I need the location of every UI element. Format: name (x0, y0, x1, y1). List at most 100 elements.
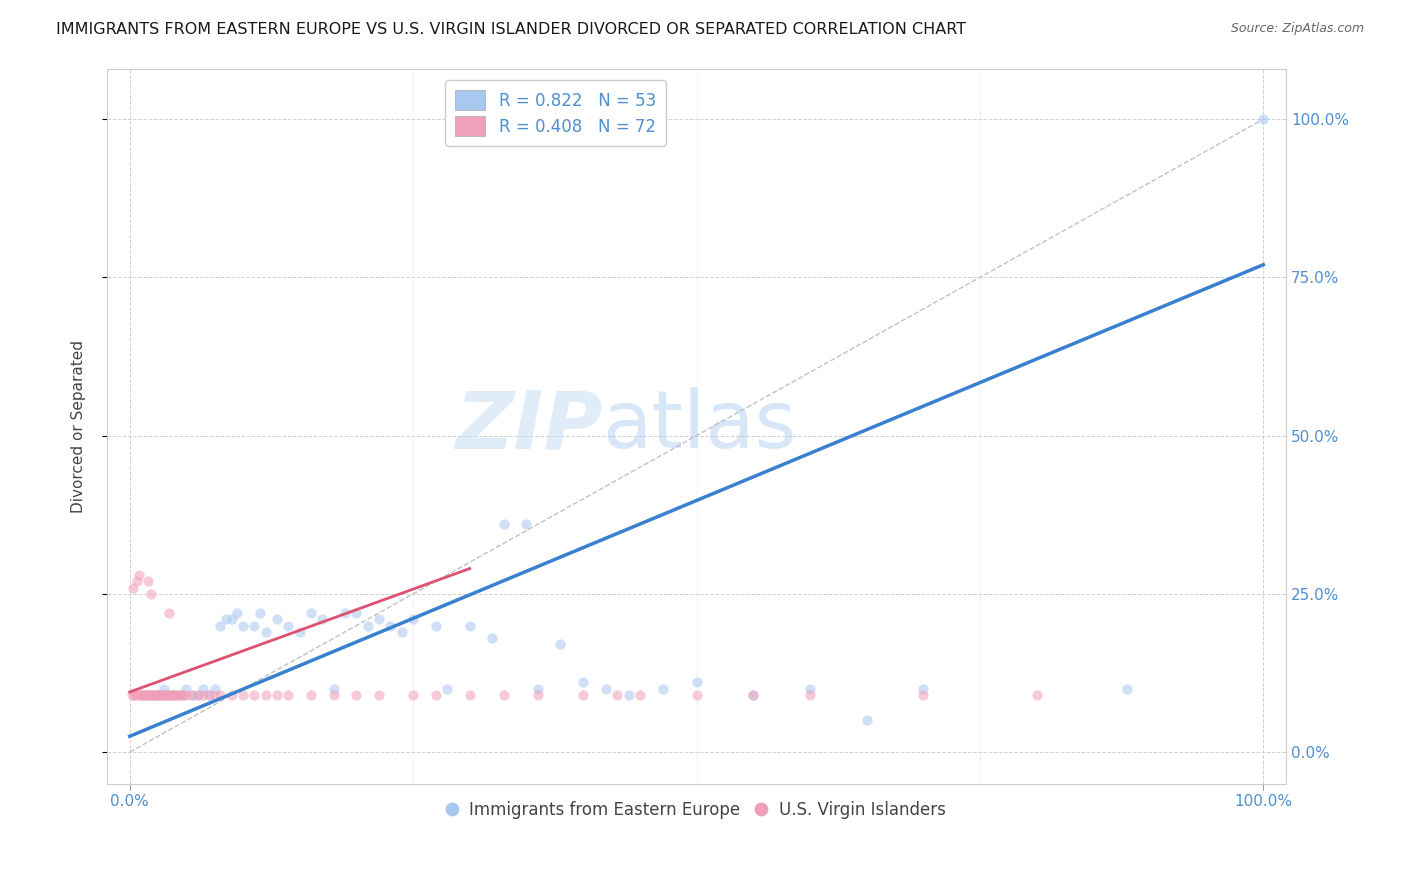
Point (141, 587, 163, 601)
Point (169, 688, 191, 702)
Point (1116, 681, 1139, 696)
Point (685, 675, 707, 690)
Point (266, 612, 288, 626)
Point (131, 688, 153, 702)
Point (333, 606, 356, 620)
Point (159, 688, 181, 702)
Point (198, 688, 221, 702)
Point (134, 688, 156, 702)
Point (595, 681, 617, 696)
Point (425, 618, 447, 632)
Point (181, 688, 204, 702)
Point (152, 688, 174, 702)
Point (311, 612, 333, 626)
Point (162, 688, 184, 702)
Y-axis label: Divorced or Separated: Divorced or Separated (72, 340, 86, 513)
Point (204, 688, 226, 702)
Point (380, 618, 402, 632)
Point (357, 618, 380, 632)
Point (204, 681, 226, 696)
Point (243, 618, 266, 632)
Point (346, 606, 368, 620)
Point (221, 688, 243, 702)
Point (187, 688, 209, 702)
Point (138, 688, 160, 702)
Point (170, 688, 193, 702)
Point (181, 688, 204, 702)
Text: Source: ZipAtlas.com: Source: ZipAtlas.com (1230, 22, 1364, 36)
Point (254, 624, 277, 639)
Point (187, 688, 209, 702)
Point (173, 688, 195, 702)
Point (198, 688, 221, 702)
Point (124, 688, 146, 702)
Point (153, 688, 176, 702)
Point (139, 688, 162, 702)
Point (912, 688, 935, 702)
Point (170, 688, 193, 702)
Point (492, 688, 515, 702)
Point (572, 688, 595, 702)
Point (799, 681, 821, 696)
Point (135, 688, 157, 702)
Point (152, 681, 174, 696)
Point (146, 688, 169, 702)
Point (628, 688, 651, 702)
Point (226, 606, 249, 620)
Point (156, 688, 179, 702)
Point (157, 688, 180, 702)
Point (132, 688, 155, 702)
Point (527, 688, 550, 702)
Point (277, 618, 299, 632)
Point (322, 681, 344, 696)
Point (146, 688, 169, 702)
Point (492, 517, 515, 532)
Point (165, 688, 187, 702)
Point (249, 606, 271, 620)
Point (141, 688, 163, 702)
Point (124, 688, 146, 702)
Point (606, 688, 628, 702)
Point (266, 688, 288, 702)
Point (288, 624, 311, 639)
Point (142, 688, 165, 702)
Point (149, 688, 172, 702)
Point (515, 517, 537, 532)
Point (425, 688, 447, 702)
Point (527, 681, 550, 696)
Point (799, 688, 821, 702)
Point (129, 688, 152, 702)
Point (136, 574, 159, 589)
Point (243, 688, 266, 702)
Point (299, 606, 322, 620)
Point (458, 688, 481, 702)
Point (176, 688, 198, 702)
Point (221, 612, 243, 626)
Point (1251, 112, 1274, 127)
Legend: Immigrants from Eastern Europe, U.S. Virgin Islanders: Immigrants from Eastern Europe, U.S. Vir… (441, 794, 952, 825)
Point (346, 688, 368, 702)
Point (209, 618, 232, 632)
Text: atlas: atlas (602, 387, 797, 465)
Text: ZIP: ZIP (454, 387, 602, 465)
Point (391, 624, 413, 639)
Point (143, 688, 166, 702)
Point (121, 688, 143, 702)
Point (742, 688, 765, 702)
Point (322, 688, 344, 702)
Point (135, 688, 157, 702)
Point (368, 612, 391, 626)
Point (481, 631, 503, 645)
Point (215, 612, 238, 626)
Point (127, 688, 149, 702)
Point (617, 688, 640, 702)
Point (165, 688, 187, 702)
Point (146, 688, 169, 702)
Point (254, 688, 277, 702)
Point (299, 688, 322, 702)
Point (232, 618, 254, 632)
Point (145, 688, 167, 702)
Point (193, 681, 215, 696)
Point (209, 688, 232, 702)
Point (125, 574, 148, 589)
